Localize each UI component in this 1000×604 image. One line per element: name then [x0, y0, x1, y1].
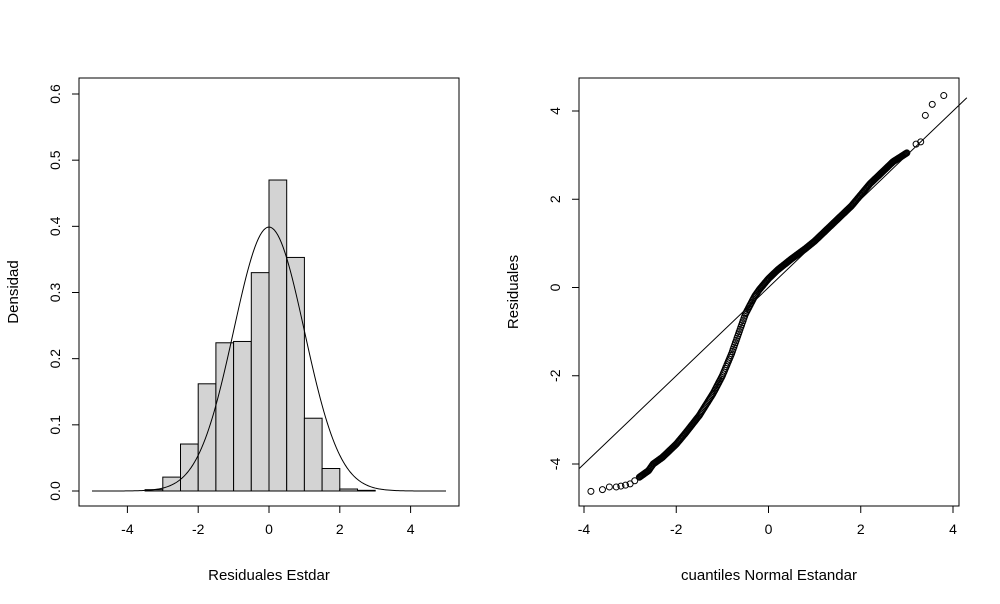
qq-point-1	[598, 486, 606, 494]
histogram-bar-9	[303, 417, 323, 492]
qq-point-358	[917, 138, 925, 146]
qq-x-tick-label-3: 2	[857, 521, 865, 537]
histogram-bar-2	[180, 443, 199, 492]
histogram-y-axis: 0.0 0.1 0.2 0.3 0.4 0.5 0.6	[47, 84, 80, 501]
histogram-y-tick-label-6: 0.6	[47, 84, 63, 104]
qq-point-359	[921, 111, 929, 119]
histogram-y-tick-label-4: 0.4	[47, 216, 63, 236]
qq-point-356	[903, 149, 911, 157]
qq-x-tick-label-0: -4	[578, 521, 591, 537]
histogram-bar-5	[233, 340, 252, 492]
histogram-y-axis-label: Densidad	[5, 260, 22, 323]
histogram-bar-10	[321, 468, 341, 492]
normal-density-curve	[92, 226, 446, 492]
qq-point-0	[587, 487, 595, 495]
qq-y-tick-label-4: 4	[547, 107, 563, 115]
histogram-bar-11	[339, 488, 358, 492]
qq-plot-box	[578, 77, 960, 507]
histogram-x-tick-label-0: -4	[121, 521, 134, 537]
qq-y-axis: -4 -2 0 2 4	[547, 107, 580, 471]
qq-x-axis: -4 -2 0 2 4	[578, 505, 957, 537]
qq-point-361	[940, 92, 948, 100]
qq-plot-panel: -4 -2 0 2 4 -4 -2 0 2 4 cuantiles Normal Estanda…	[505, 77, 968, 584]
histogram-bar-1	[162, 476, 182, 492]
histogram-y-tick-label-3: 0.3	[47, 283, 63, 303]
histogram-x-tick-label-4: 4	[407, 521, 415, 537]
histogram-x-tick-label-1: -2	[192, 521, 205, 537]
histogram-y-tick-label-5: 0.5	[47, 150, 63, 170]
histogram-x-tick-label-3: 2	[336, 521, 344, 537]
histogram-y-tick-label-1: 0.1	[47, 415, 63, 435]
histogram-y-tick-label-2: 0.2	[47, 349, 63, 369]
qq-point-7	[631, 477, 639, 485]
histogram-y-tick-label-0: 0.0	[47, 481, 63, 501]
histogram-bar-7	[268, 179, 288, 492]
qq-y-axis-label: Residuales	[505, 255, 522, 329]
histogram-bar-8	[286, 256, 305, 492]
histogram-bars	[144, 179, 376, 492]
qq-y-tick-label-1: -2	[547, 369, 563, 382]
qq-x-tick-label-2: 0	[765, 521, 773, 537]
qq-points	[587, 92, 948, 495]
histogram-bar-6	[250, 272, 270, 492]
histogram-panel: -4 -2 0 2 4 0.0 0.1 0.2 0.3 0.4 0.5 0.6 Residuales…	[5, 77, 460, 584]
histogram-bar-3	[197, 383, 217, 492]
qq-y-tick-label-3: 2	[547, 195, 563, 203]
histogram-x-axis-label: Residuales Estdar	[208, 567, 330, 584]
qq-point-4	[617, 482, 625, 490]
qq-y-tick-label-2: 0	[547, 283, 563, 291]
qq-x-axis-label: cuantiles Normal Estandar	[681, 567, 857, 584]
qq-x-tick-label-1: -2	[670, 521, 683, 537]
histogram-bar-12	[357, 489, 376, 492]
histogram-x-axis: -4 -2 0 2 4	[121, 505, 415, 537]
qq-x-tick-label-4: 4	[949, 521, 957, 537]
histogram-x-tick-label-2: 0	[265, 521, 273, 537]
qq-point-3	[612, 483, 620, 491]
qq-point-5	[622, 481, 630, 489]
qq-y-tick-label-0: -4	[547, 458, 563, 471]
histogram-bar-4	[215, 342, 235, 492]
qq-point-360	[928, 100, 936, 108]
qq-point-2	[605, 483, 613, 491]
